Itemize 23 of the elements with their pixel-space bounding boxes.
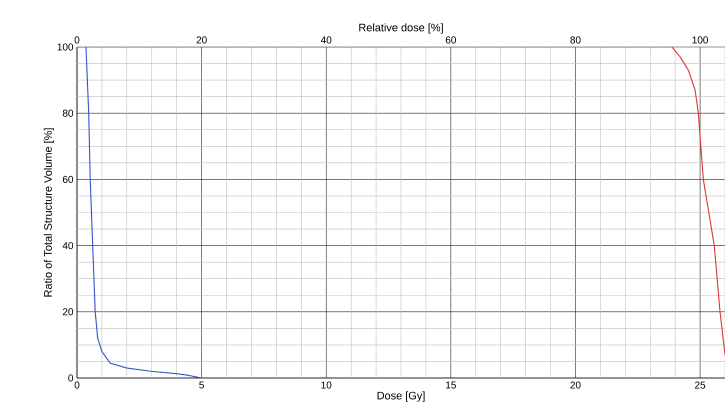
y-tick-label: 60 xyxy=(62,176,74,183)
x-tick-label: 10 xyxy=(321,382,332,389)
x-axis-title: Dose [Gy] xyxy=(378,391,425,402)
x2-tick-label: 100 xyxy=(692,36,708,44)
x2-tick-label: 20 xyxy=(196,36,207,44)
y-tick-label: 100 xyxy=(58,43,74,51)
x2-tick-label: 60 xyxy=(446,36,456,44)
x2-tick-label: 0 xyxy=(74,36,80,44)
line-series xyxy=(77,46,725,356)
x2-axis-title: Relative dose [%] xyxy=(359,23,443,34)
y-tick-label: 40 xyxy=(62,242,74,250)
x2-tick-label: 80 xyxy=(570,36,581,44)
x-tick-label: 0 xyxy=(74,382,80,389)
x-tick-label: 25 xyxy=(695,382,706,389)
x2-tick-label: 40 xyxy=(320,36,332,44)
y-tick-label: 20 xyxy=(62,308,74,316)
y-axis-title: Ratio of Total Structure Volume [%] xyxy=(44,128,54,297)
line-series xyxy=(85,46,202,378)
x-tick-label: 5 xyxy=(199,382,204,388)
y-tick-label: 0 xyxy=(68,374,74,382)
y-tick-label: 80 xyxy=(62,110,74,117)
x-tick-label: 20 xyxy=(570,382,581,389)
x-tick-label: 15 xyxy=(446,382,456,388)
